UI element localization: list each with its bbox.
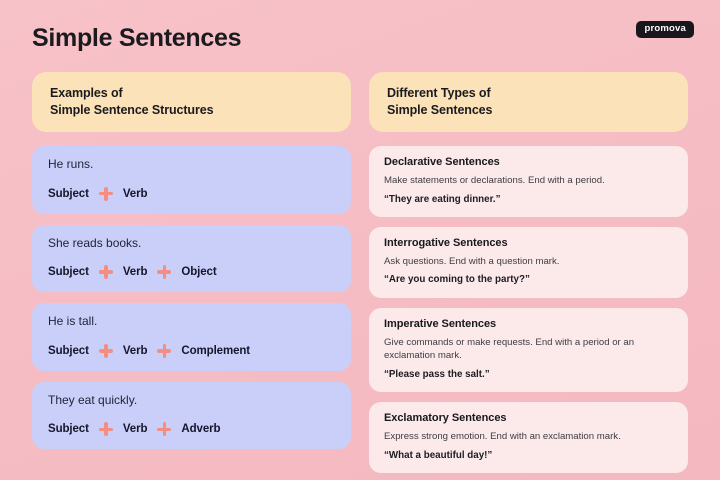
sentence-type-title: Imperative Sentences bbox=[384, 317, 497, 330]
sentence-type-example: “What a beautiful day!” bbox=[384, 449, 493, 461]
structure-formula: Subject Verb bbox=[48, 186, 335, 202]
left-header-line-2: Simple Sentence Structures bbox=[50, 102, 214, 117]
formula-term: Adverb bbox=[181, 423, 221, 436]
left-header-line-1: Examples of bbox=[50, 86, 123, 100]
formula-term: Verb bbox=[122, 344, 148, 357]
structure-example-sentence: They eat quickly. bbox=[48, 392, 138, 407]
sentence-type-title: Exclamatory Sentences bbox=[384, 412, 507, 425]
sentence-type-description: Make statements or declarations. End wit… bbox=[384, 175, 605, 186]
formula-term: Subject bbox=[48, 344, 89, 357]
formula-term: Verb bbox=[122, 423, 148, 436]
right-header-line-2: Simple Sentences bbox=[387, 102, 493, 117]
formula-term: Object bbox=[181, 266, 217, 279]
page-title: Simple Sentences bbox=[32, 24, 242, 52]
sentence-type-example: “They are eating dinner.” bbox=[384, 193, 501, 205]
plus-icon bbox=[156, 264, 172, 280]
right-header-line-1: Different Types of bbox=[387, 86, 491, 100]
structure-formula: Subject Verb Adverb bbox=[48, 421, 335, 437]
structure-example-sentence: He is tall. bbox=[48, 314, 98, 329]
plus-icon bbox=[156, 421, 172, 437]
left-column-header: Examples of Simple Sentence Structures bbox=[32, 72, 351, 132]
right-column: Different Types of Simple Sentences Decl… bbox=[369, 72, 688, 473]
formula-term: Verb bbox=[122, 187, 148, 200]
sentence-type-example: “Please pass the salt.” bbox=[384, 368, 490, 380]
structure-example-sentence: He runs. bbox=[48, 157, 94, 171]
structure-example-sentence: She reads books. bbox=[48, 235, 142, 250]
sentence-type-title: Interrogative Sentences bbox=[384, 236, 508, 249]
sentence-type-description: Give commands or make requests. End with… bbox=[384, 336, 635, 362]
left-column: Examples of Simple Sentence Structures H… bbox=[32, 72, 351, 473]
structure-card: He runs. Subject Verb bbox=[32, 146, 351, 214]
formula-term: Subject bbox=[48, 266, 89, 279]
sentence-type-card: Imperative Sentences Give commands or ma… bbox=[369, 307, 688, 393]
structure-formula: Subject Verb Complement bbox=[48, 343, 335, 359]
plus-icon bbox=[156, 343, 172, 359]
right-column-header: Different Types of Simple Sentences bbox=[369, 72, 688, 132]
formula-term: Subject bbox=[48, 187, 89, 200]
formula-term: Complement bbox=[181, 344, 251, 357]
columns-container: Examples of Simple Sentence Structures H… bbox=[0, 72, 720, 473]
plus-icon bbox=[98, 421, 114, 437]
sentence-type-card: Declarative Sentences Make statements or… bbox=[369, 146, 688, 217]
formula-term: Verb bbox=[122, 266, 148, 279]
sentence-type-title: Declarative Sentences bbox=[384, 156, 500, 168]
sentence-type-description: Ask questions. End with a question mark. bbox=[384, 255, 560, 267]
structure-card: She reads books. Subject Verb Object bbox=[32, 224, 351, 293]
plus-icon bbox=[98, 343, 114, 359]
sentence-type-card: Exclamatory Sentences Express strong emo… bbox=[369, 402, 688, 473]
formula-term: Subject bbox=[48, 423, 89, 436]
sentence-type-example: “Are you coming to the party?” bbox=[384, 274, 530, 286]
sentence-type-card: Interrogative Sentences Ask questions. E… bbox=[369, 226, 688, 298]
structure-formula: Subject Verb Object bbox=[48, 264, 335, 280]
structure-card: He is tall. Subject Verb Complement bbox=[32, 303, 351, 371]
sentence-type-description: Express strong emotion. End with an excl… bbox=[384, 431, 621, 443]
plus-icon bbox=[98, 264, 114, 280]
promova-logo: promova bbox=[636, 21, 694, 38]
plus-icon bbox=[98, 186, 114, 202]
structure-card: They eat quickly. Subject Verb Adverb bbox=[32, 381, 351, 450]
